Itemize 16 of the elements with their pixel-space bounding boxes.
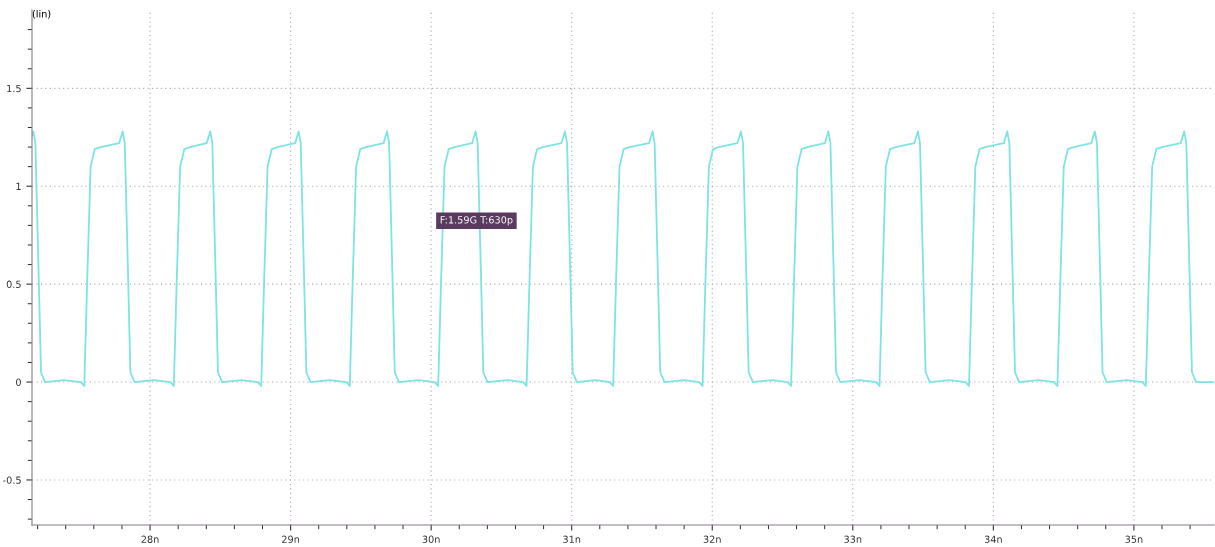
line-series	[32, 130, 1214, 387]
y-tick-label: 0	[16, 378, 21, 386]
y-tick-label: 1.5	[7, 84, 21, 93]
y-tick-label: 1	[16, 182, 21, 190]
x-tick-label: 35n	[1125, 535, 1143, 543]
x-tick-label: 32n	[703, 535, 721, 543]
y-axis-title: (lin)	[32, 10, 51, 19]
x-tick-label: 29n	[282, 535, 300, 543]
x-tick-label: 30n	[422, 535, 440, 543]
annotation: F:1.59G T:630p	[440, 216, 513, 226]
y-tick-label: 0.5	[6, 280, 21, 288]
x-tick-label: 34n	[984, 535, 1002, 543]
y-tick-label: -0.5	[3, 476, 21, 484]
x-tick-label: 28n	[141, 535, 159, 543]
x-tick-label: 31n	[563, 535, 581, 543]
x-tick-label: 33n	[844, 535, 862, 543]
